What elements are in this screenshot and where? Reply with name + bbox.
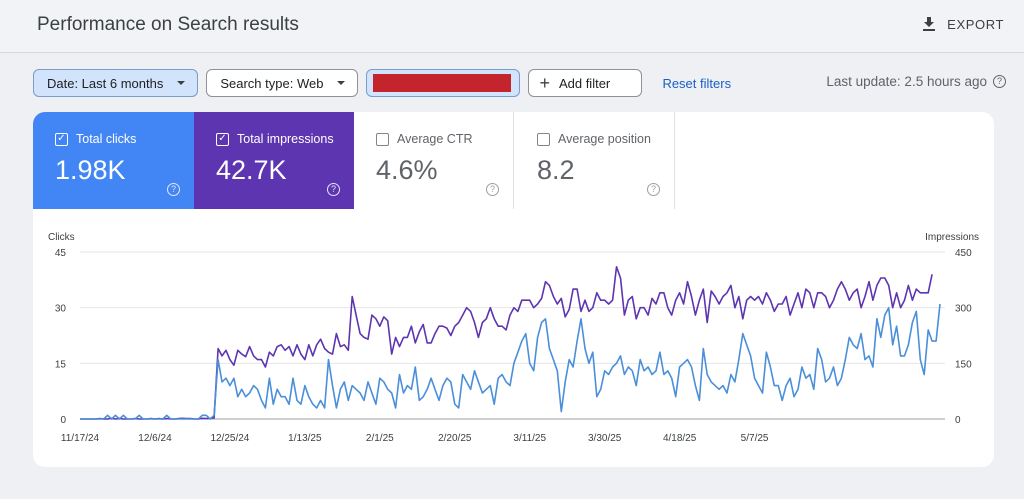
metric-value: 42.7K — [216, 155, 287, 185]
metric-label: Average CTR — [397, 132, 473, 146]
x-tick-label: 12/25/24 — [210, 433, 249, 444]
metric-average-position[interactable]: Average position 8.2 ? — [515, 112, 675, 209]
help-icon[interactable]: ? — [647, 183, 660, 196]
x-tick-label: 3/30/25 — [588, 433, 622, 444]
checkbox-checked-icon[interactable]: ✓ — [216, 132, 229, 146]
x-tick-label: 12/6/24 — [138, 433, 172, 444]
x-tick-label: 5/7/25 — [741, 433, 769, 444]
caret-down-icon — [337, 81, 346, 85]
x-tick-label: 11/17/24 — [61, 433, 100, 444]
search-type-chip[interactable]: Search type: Web — [206, 69, 359, 97]
metric-average-ctr[interactable]: Average CTR 4.6% ? — [354, 112, 514, 209]
last-update-text: Last update: 2.5 hours ago — [826, 74, 987, 89]
y-axis-title-left: Clicks — [48, 232, 75, 243]
series-line-impressions — [80, 266, 933, 420]
checkbox-checked-icon[interactable]: ✓ — [55, 132, 68, 146]
download-icon — [923, 17, 936, 31]
y-tick-label-left: 15 — [55, 359, 67, 370]
x-tick-label: 4/18/25 — [663, 433, 697, 444]
add-filter-button[interactable]: + Add filter — [528, 69, 643, 97]
header: Performance on Search results EXPORT — [0, 0, 1024, 53]
metric-total-impressions[interactable]: ✓ Total impressions 42.7K ? — [194, 112, 354, 209]
x-tick-label: 1/13/25 — [288, 433, 322, 444]
metric-total-clicks[interactable]: ✓ Total clicks 1.98K ? — [33, 112, 194, 209]
filter-bar: Date: Last 6 months Search type: Web + A… — [33, 68, 731, 98]
checkbox-unchecked-icon[interactable] — [537, 132, 550, 146]
y-tick-label-right: 150 — [955, 359, 972, 370]
redacted-filter-chip[interactable] — [366, 69, 521, 97]
metric-label: Total impressions — [237, 132, 334, 146]
performance-card: ✓ Total clicks 1.98K ? ✓ Total impressions… — [33, 112, 994, 467]
metric-label: Total clicks — [76, 132, 137, 146]
y-tick-label-left: 0 — [60, 415, 66, 426]
metric-value: 8.2 — [537, 155, 575, 185]
caret-down-icon — [177, 81, 186, 85]
y-tick-label-right: 300 — [955, 304, 972, 315]
series-line-clicks — [80, 303, 941, 420]
last-update: Last update: 2.5 hours ago ? — [826, 74, 1006, 89]
metric-value: 4.6% — [376, 155, 438, 185]
help-icon[interactable]: ? — [993, 75, 1006, 88]
y-tick-label-left: 45 — [55, 248, 67, 259]
metric-value: 1.98K — [55, 155, 126, 185]
plus-icon: + — [539, 73, 550, 93]
help-icon[interactable]: ? — [327, 183, 340, 196]
search-type-label: Search type: Web — [220, 75, 324, 91]
page-title: Performance on Search results — [37, 14, 299, 35]
export-button[interactable]: EXPORT — [921, 16, 1004, 32]
y-tick-label-left: 30 — [55, 304, 67, 315]
performance-chart: Clicks Impressions0153045015030045011/17/… — [48, 232, 979, 444]
y-axis-title-right: Impressions — [925, 232, 979, 243]
x-tick-label: 2/20/25 — [438, 433, 472, 444]
x-tick-label: 2/1/25 — [366, 433, 394, 444]
add-filter-label: Add filter — [558, 75, 611, 91]
redaction-bar — [373, 74, 512, 92]
metric-label: Average position — [558, 132, 651, 146]
x-tick-label: 3/11/25 — [513, 433, 546, 444]
help-icon[interactable]: ? — [486, 183, 499, 196]
date-filter-chip[interactable]: Date: Last 6 months — [33, 69, 199, 97]
export-label: EXPORT — [947, 16, 1004, 32]
y-tick-label-right: 450 — [955, 248, 972, 259]
date-filter-label: Date: Last 6 months — [47, 75, 164, 91]
help-icon[interactable]: ? — [167, 183, 180, 196]
reset-filters-link[interactable]: Reset filters — [662, 75, 732, 91]
checkbox-unchecked-icon[interactable] — [376, 132, 389, 146]
y-tick-label-right: 0 — [955, 415, 961, 426]
